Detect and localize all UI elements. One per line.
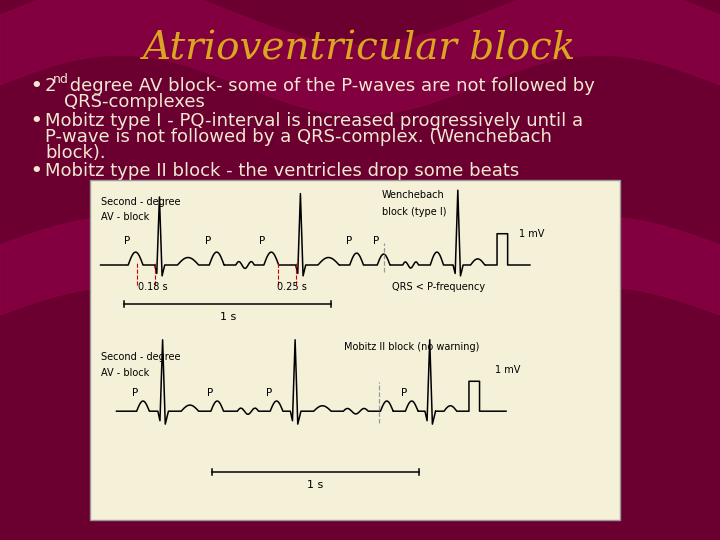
- Text: P: P: [124, 235, 130, 246]
- Text: 0.18 s: 0.18 s: [138, 282, 167, 293]
- Text: 2: 2: [45, 77, 56, 95]
- Text: Mobitz II block (no warning): Mobitz II block (no warning): [344, 341, 480, 352]
- Text: QRS-complexes: QRS-complexes: [64, 93, 205, 111]
- Text: 1 s: 1 s: [220, 312, 236, 322]
- Text: 1 mV: 1 mV: [495, 365, 521, 375]
- Bar: [90, 180, 620, 520]
- Text: 1 s: 1 s: [307, 480, 323, 490]
- Text: Mobitz type I - PQ-interval is increased progressively until a: Mobitz type I - PQ-interval is increased…: [45, 112, 583, 130]
- Text: Atrioventricular block: Atrioventricular block: [143, 30, 577, 67]
- Text: AV - block: AV - block: [101, 368, 149, 377]
- Text: block).: block).: [45, 144, 106, 162]
- Text: Mobitz type II block - the ventricles drop some beats: Mobitz type II block - the ventricles dr…: [45, 162, 519, 180]
- Text: degree AV block- some of the P-waves are not followed by: degree AV block- some of the P-waves are…: [64, 77, 595, 95]
- Text: P-wave is not followed by a QRS-complex. (Wenchebach: P-wave is not followed by a QRS-complex.…: [45, 128, 552, 146]
- Text: Second - degree: Second - degree: [101, 197, 180, 207]
- Text: P: P: [207, 388, 213, 397]
- Text: P: P: [401, 388, 408, 397]
- Text: Second - degree: Second - degree: [101, 352, 180, 362]
- Text: AV - block: AV - block: [101, 212, 149, 222]
- Text: QRS < P-frequency: QRS < P-frequency: [392, 282, 485, 293]
- Text: P: P: [132, 388, 139, 397]
- Text: block (type I): block (type I): [382, 207, 446, 217]
- Text: 1 mV: 1 mV: [519, 230, 544, 239]
- Text: •: •: [30, 162, 42, 180]
- Text: P: P: [259, 235, 266, 246]
- Text: 0.25 s: 0.25 s: [276, 282, 307, 293]
- Text: P: P: [346, 235, 352, 246]
- Text: P: P: [205, 235, 211, 246]
- Text: P: P: [266, 388, 272, 397]
- Text: P: P: [373, 235, 379, 246]
- Text: •: •: [30, 112, 42, 130]
- Text: Wenchebach: Wenchebach: [382, 190, 444, 200]
- Text: nd: nd: [53, 73, 69, 86]
- Text: •: •: [30, 77, 42, 95]
